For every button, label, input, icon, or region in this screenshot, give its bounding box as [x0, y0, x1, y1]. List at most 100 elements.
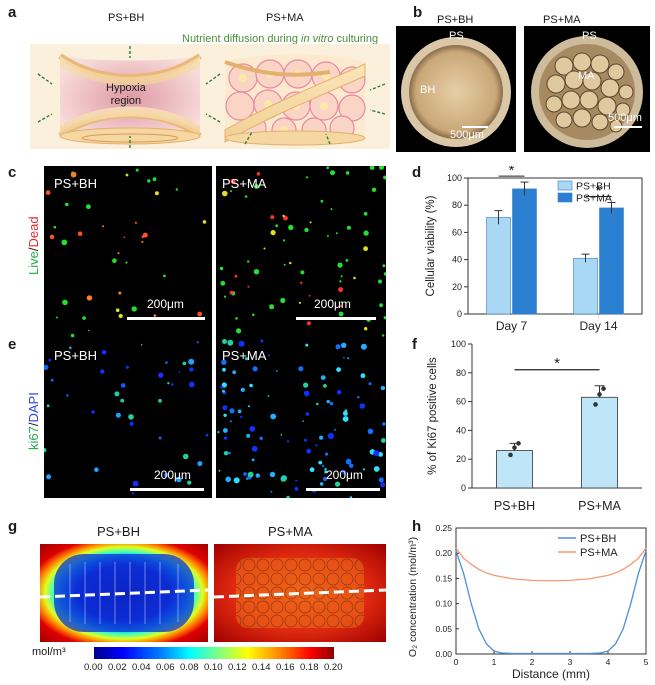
cell-dot — [234, 274, 238, 278]
cell-dot — [44, 364, 49, 370]
cell-dot — [330, 170, 335, 176]
cell-dot — [304, 438, 307, 442]
cell-dot — [359, 403, 366, 409]
cell-dot — [249, 383, 253, 388]
cell-dot — [254, 184, 259, 189]
cell-dot — [306, 176, 309, 179]
panel-c-group1: PS+BH — [54, 176, 97, 191]
cell-dot — [70, 333, 75, 338]
cell-dot — [94, 467, 99, 472]
cell-dot — [323, 477, 327, 481]
panel-d-ytick-label: 40 — [452, 255, 462, 265]
panel-f-ytick-label: 40 — [456, 425, 466, 435]
cell-dot — [220, 280, 226, 286]
cell-dot — [176, 476, 182, 483]
cell-dot — [381, 438, 386, 443]
panel-b-ps1: PS — [449, 30, 464, 42]
cell-dot — [270, 413, 277, 420]
panel-c-ylabel: Live/Dead — [26, 216, 41, 275]
cell-dot — [324, 468, 327, 471]
panel-d-frame — [467, 177, 643, 315]
panel-e-ylabel: ki67/DAPI — [26, 392, 41, 450]
panel-g-simulation-ma — [213, 544, 387, 642]
cell-dot — [102, 225, 105, 228]
panel-a-group1: PS+BH — [108, 12, 145, 24]
cell-dot — [349, 463, 354, 468]
cell-dot — [153, 314, 157, 317]
panel-d-ytick-label: 0 — [457, 309, 462, 319]
cell-dot — [345, 259, 349, 262]
cell-dot — [82, 316, 86, 320]
cell-dot — [339, 304, 343, 307]
panel-g-group1: PS+BH — [97, 524, 140, 539]
cell-dot — [309, 221, 312, 224]
cell-dot — [147, 179, 151, 183]
panel-f-point — [593, 402, 598, 407]
panel-h-ytick-label: 0.20 — [435, 548, 452, 558]
panel-h-legend-label: PS+MA — [580, 547, 618, 559]
cell-dot — [224, 436, 228, 440]
cell-dot — [131, 306, 137, 312]
cell-dot — [182, 453, 189, 460]
cell-dot — [154, 191, 159, 196]
cell-dot — [219, 266, 224, 271]
cell-dot — [345, 458, 352, 465]
cell-dot — [283, 239, 286, 242]
cell-dot — [380, 482, 386, 488]
panel-h-xtick-label: 0 — [454, 657, 459, 667]
cell-dot — [270, 230, 276, 236]
cell-dot — [115, 412, 121, 418]
cell-dot — [247, 285, 250, 288]
cell-dot — [300, 270, 305, 275]
cell-dot — [379, 166, 384, 170]
ps-ma-scaffold — [224, 54, 366, 146]
cell-dot — [86, 204, 91, 210]
cell-dot — [125, 173, 129, 177]
cell-dot — [255, 473, 260, 478]
cell-dot — [256, 172, 261, 176]
panel-f-xtick-label: PS+BH — [494, 499, 535, 513]
cell-dot — [49, 234, 55, 240]
cell-dot — [342, 470, 347, 475]
panel-c-scalebar1 — [127, 317, 205, 320]
cell-dot — [302, 420, 304, 422]
cell-dot — [371, 187, 377, 192]
panel-a-caption: Nutrient diffusion during in vitro cultu… — [182, 33, 379, 45]
panel-h-xtick-label: 3 — [568, 657, 573, 667]
colorbar-tick-label: 0.00 — [84, 662, 103, 673]
panel-f-sig-star: * — [554, 355, 560, 372]
panel-b-micrograph-bh — [396, 26, 516, 152]
panel-a-label: a — [8, 4, 17, 21]
cell-dot — [280, 476, 287, 482]
cell-dot — [360, 343, 367, 350]
panel-d-legend-swatch — [557, 192, 573, 203]
cell-dot — [334, 428, 337, 431]
cell-dot — [353, 276, 356, 280]
cell-dot — [222, 367, 226, 372]
cell-dot — [134, 221, 137, 224]
colorbar-tick-label: 0.10 — [204, 662, 223, 673]
cell-dot — [269, 304, 275, 310]
hypoxia-label: Hypoxia region — [106, 82, 146, 107]
cell-dot — [228, 451, 231, 455]
panel-a-group2: PS+MA — [266, 12, 304, 24]
cell-dot — [222, 405, 228, 411]
cell-dot — [158, 398, 162, 403]
panel-h-ytick-label: 0.00 — [435, 649, 452, 659]
cell-dot — [223, 451, 229, 456]
panel-g-colorbar — [94, 647, 334, 659]
cell-dot — [334, 481, 341, 487]
panel-d-ytick-label: 60 — [452, 227, 462, 237]
cell-dot — [283, 215, 288, 221]
cell-dot — [223, 428, 228, 433]
cell-dot — [336, 390, 342, 395]
cell-dot — [362, 468, 366, 471]
cell-dot — [165, 361, 168, 364]
panel-h-ytick-label: 0.15 — [435, 573, 452, 583]
cell-dot — [360, 373, 366, 379]
panel-g-colorbar-ticks: 0.00 0.02 0.04 0.06 0.08 0.10 0.12 0.14 0.16 0.18… — [82, 662, 346, 676]
cell-dot — [286, 440, 290, 443]
cell-dot — [77, 231, 83, 236]
cell-dot — [320, 375, 326, 380]
cell-dot — [141, 240, 144, 243]
